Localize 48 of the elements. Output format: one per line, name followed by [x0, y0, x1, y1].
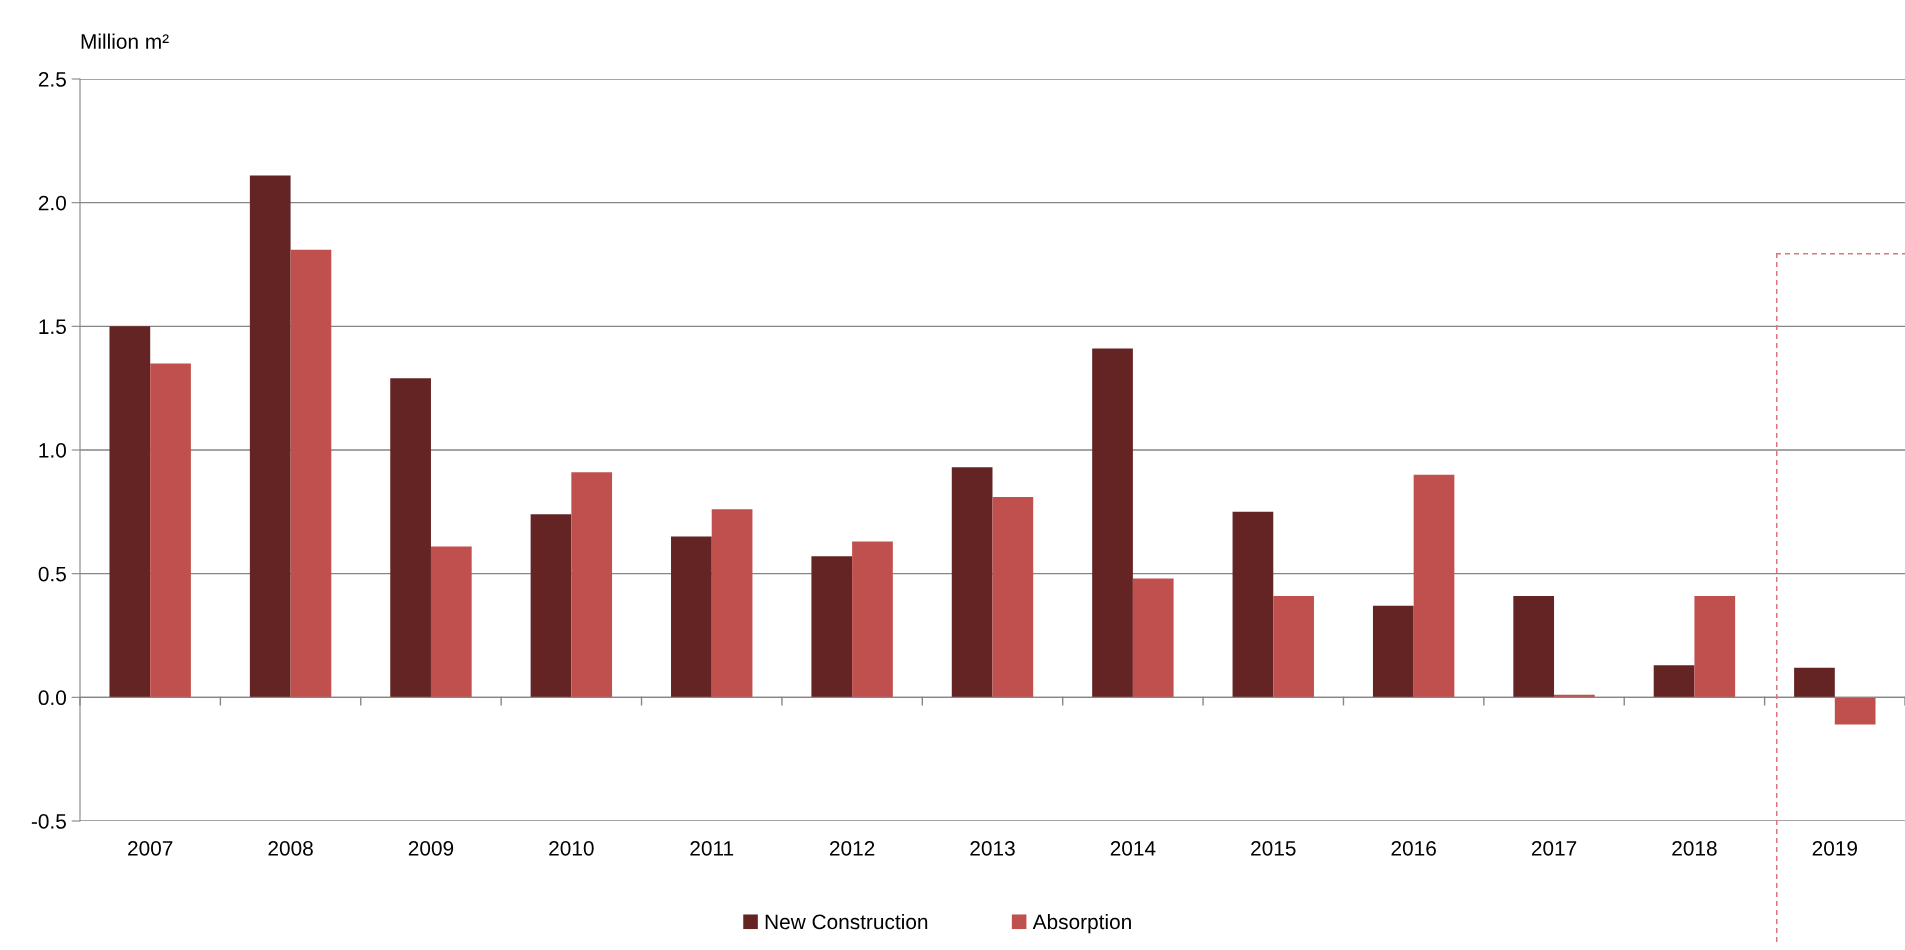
bar — [1653, 665, 1695, 698]
x-tick-label: 2012 — [829, 840, 875, 856]
x-tick-label: 2007 — [128, 840, 173, 856]
bar — [390, 378, 431, 698]
bar — [1273, 595, 1314, 698]
y-tick-label: 1.0 — [39, 443, 66, 458]
bar — [109, 326, 151, 698]
y-tick-label: 2.5 — [38, 72, 66, 87]
bar — [711, 509, 753, 698]
x-tick-label: 2018 — [1672, 840, 1717, 856]
legend-label: New Construction — [765, 913, 928, 930]
x-tick-label: 2014 — [1110, 840, 1156, 856]
bar — [571, 472, 613, 698]
bar — [951, 467, 993, 698]
y-tick-label: 2.0 — [38, 195, 66, 211]
bar — [1232, 511, 1274, 698]
bar — [1372, 605, 1414, 698]
y-tick-label: 1.5 — [39, 319, 66, 335]
x-tick-label: 2015 — [1251, 840, 1296, 856]
bar — [852, 541, 893, 698]
bar — [1834, 697, 1876, 725]
bar — [290, 249, 332, 698]
x-tick-label: 2009 — [408, 840, 454, 856]
x-tick-label: 2010 — [549, 840, 594, 856]
x-tick-label: 2008 — [268, 840, 313, 856]
y-tick-label: 0.5 — [38, 566, 66, 582]
bar — [249, 175, 291, 698]
bar — [430, 546, 472, 698]
bar — [992, 496, 1034, 698]
bar — [1694, 595, 1736, 698]
bar — [1092, 348, 1133, 698]
bar — [1513, 595, 1555, 698]
x-tick-label: 2017 — [1531, 840, 1577, 856]
bar — [1794, 667, 1835, 698]
x-tick-label: 2011 — [690, 840, 734, 856]
bar — [811, 556, 853, 698]
bar — [1413, 474, 1455, 698]
y-axis-title: Million m² — [81, 33, 169, 49]
bar — [530, 514, 572, 698]
y-tick-label: 0.0 — [38, 690, 66, 706]
x-tick-label: 2013 — [970, 840, 1015, 856]
bar — [1132, 578, 1174, 698]
bar — [671, 536, 712, 698]
legend-label: Absorption — [1032, 913, 1131, 934]
x-tick-label: 2019 — [1812, 840, 1857, 856]
bar — [150, 363, 191, 698]
y-tick-label: -0.5 — [31, 814, 66, 829]
x-tick-label: 2016 — [1391, 840, 1436, 856]
